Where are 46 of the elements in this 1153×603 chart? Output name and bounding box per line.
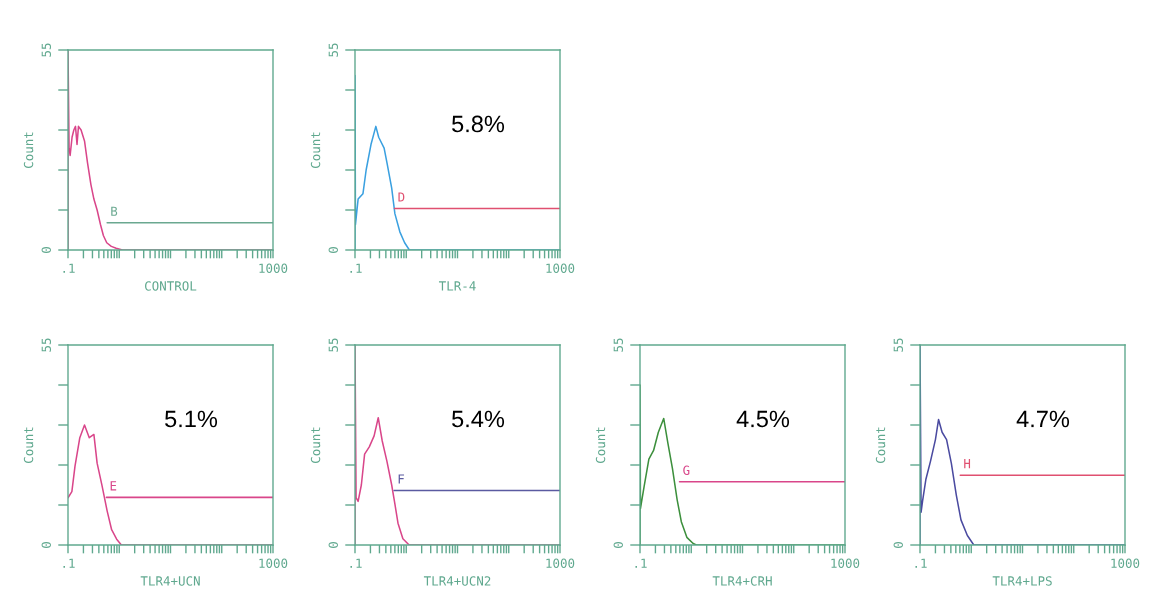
y-tick-label: 55 [41,338,51,352]
x-tick-label: 1000 [831,558,860,568]
y-tick-label: 0 [613,542,623,548]
y-axis-title: Count [875,427,886,463]
series-label: F [398,474,405,484]
x-axis-title: CONTROL [145,281,197,291]
y-tick-label: 0 [328,542,338,548]
y-axis-title: Count [595,427,606,463]
y-tick-label: 55 [328,43,338,57]
y-axis-title: Count [310,427,321,463]
y-tick-label: 0 [41,542,51,548]
y-axis-title: Count [23,132,34,168]
x-tick-label: 1000 [1111,558,1140,568]
annotation: 5.8% [452,115,505,133]
annotation: 4.5% [736,410,790,428]
x-axis-title: TLR4+CRH [712,576,772,586]
x-tick-label: .1 [350,558,362,568]
x-tick-label: .1 [915,558,927,568]
y-tick-label: 0 [328,247,338,253]
x-axis-title: TLR-4 [438,281,476,291]
annotation: 5.4% [452,410,505,428]
y-tick-label: 0 [41,247,51,253]
series-label: H [964,459,971,469]
series-label: D [398,192,405,202]
y-tick-label: 55 [41,43,51,57]
y-tick-label: 55 [893,338,903,352]
x-axis-title: TLR4+UCN2 [423,576,491,586]
y-tick-label: 55 [613,338,623,352]
y-axis-title: Count [310,132,321,168]
series-label: G [683,465,690,475]
x-tick-label: 1000 [259,558,288,568]
series-label: E [110,481,117,491]
x-tick-label: .1 [63,558,75,568]
x-tick-label: 1000 [546,558,575,568]
x-tick-label: .1 [63,263,75,273]
y-tick-label: 55 [328,338,338,352]
y-tick-label: 0 [893,542,903,548]
annotation: 5.1% [165,410,218,428]
x-tick-label: .1 [350,263,362,273]
x-axis-title: TLR4+LPS [992,576,1052,586]
y-axis-title: Count [23,427,34,463]
annotation: 4.7% [1016,410,1070,428]
x-axis-title: TLR4+UCN [140,576,200,586]
x-tick-label: 1000 [259,263,288,273]
x-tick-label: .1 [635,558,647,568]
x-tick-label: 1000 [546,263,575,273]
